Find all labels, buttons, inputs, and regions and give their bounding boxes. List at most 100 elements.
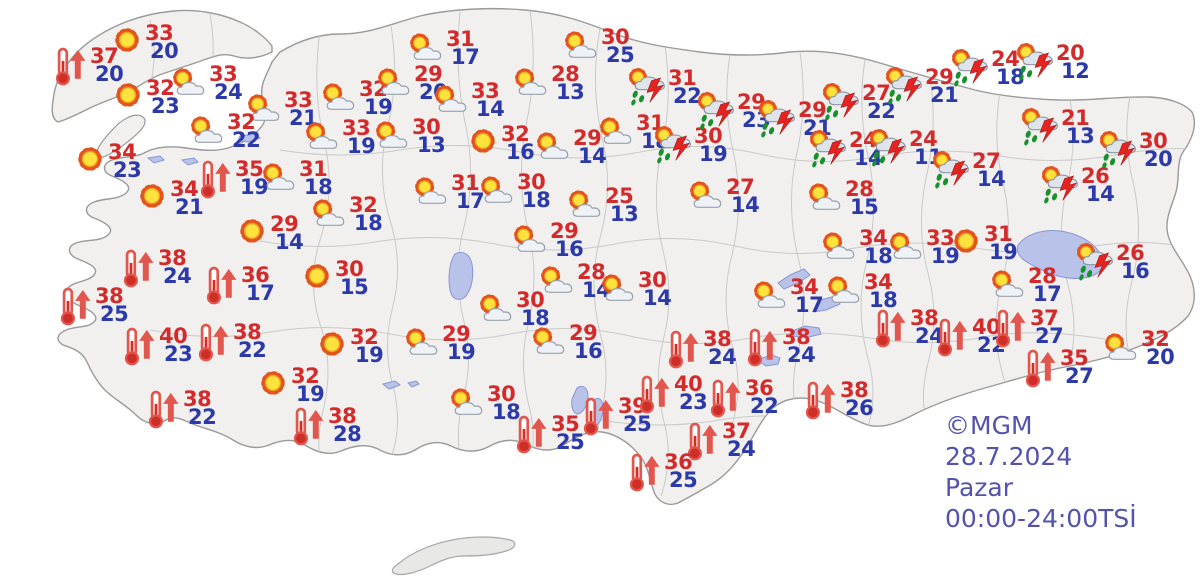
weather-station: 32 19 [257, 366, 325, 405]
temperature-values: 37 24 [722, 419, 756, 460]
low-temp: 25 [556, 430, 585, 454]
lake-beysehir [571, 385, 589, 415]
temperature-values: 40 23 [159, 326, 193, 365]
hot-rising-temperature-icon [746, 327, 780, 367]
partly-cloudy-icon [819, 230, 859, 263]
temperature-values: 26 14 [1081, 164, 1115, 205]
temperature-values: 32 23 [146, 78, 180, 117]
temperature-values: 32 19 [350, 327, 384, 366]
high-temp: 29 [270, 212, 299, 236]
low-temp: 16 [506, 140, 535, 164]
weather-station: 35 27 [1024, 348, 1094, 388]
weather-station: 27 14 [686, 177, 760, 216]
weather-station: 21 13 [1019, 106, 1095, 147]
temperature-values: 36 17 [241, 265, 275, 304]
high-temp: 31 [299, 157, 328, 181]
hot-rising-temperature-icon [874, 308, 908, 348]
temperature-values: 35 25 [551, 414, 585, 454]
temperature-values: 24 18 [991, 49, 1025, 88]
low-temp: 18 [869, 288, 898, 312]
weather-station: 33 21 [244, 90, 318, 129]
low-temp: 16 [555, 237, 584, 261]
weather-station: 34 18 [824, 272, 898, 312]
temperature-values: 35 27 [1060, 348, 1094, 387]
low-temp: 25 [623, 412, 652, 436]
weather-station: 34 17 [750, 277, 824, 316]
partly-cloudy-icon [533, 130, 573, 163]
weather-station: 29 14 [236, 212, 304, 253]
low-temp: 18 [492, 400, 521, 424]
weather-station: 38 24 [874, 308, 944, 348]
low-temp: 14 [977, 167, 1006, 191]
high-temp: 26 [1116, 241, 1145, 265]
weather-station: 34 21 [136, 179, 204, 218]
high-temp: 33 [471, 79, 500, 103]
high-temp: 35 [235, 157, 264, 181]
thunderstorm-icon [1074, 243, 1116, 281]
temperature-values: 36 25 [664, 452, 698, 492]
low-temp: 14 [578, 144, 607, 168]
low-temp: 22 [750, 394, 779, 418]
low-temp: 25 [669, 468, 698, 492]
low-temp: 19 [240, 175, 269, 199]
high-temp: 38 [328, 404, 357, 428]
low-temp: 24 [708, 345, 737, 369]
high-temp: 30 [694, 124, 723, 148]
temperature-values: 21 13 [1061, 106, 1095, 147]
high-temp: 21 [1061, 106, 1090, 130]
forecast-day: Pazar [945, 473, 1013, 502]
sunny-icon [316, 329, 348, 359]
partly-cloudy-icon [886, 230, 926, 263]
low-temp: 22 [188, 405, 217, 429]
low-temp: 22 [673, 84, 702, 108]
temperature-values: 30 19 [694, 124, 728, 165]
high-temp: 30 [487, 382, 516, 406]
partly-cloudy-icon [402, 326, 442, 359]
weather-station: 33 19 [302, 118, 376, 157]
lake-van [1016, 230, 1104, 279]
weather-station: 30 14 [598, 268, 672, 309]
high-temp: 30 [638, 268, 667, 292]
weather-station: 38 25 [59, 284, 129, 326]
high-temp: 33 [926, 226, 955, 250]
weather-station: 31 22 [626, 66, 702, 108]
forecast-date: 28.7.2024 [945, 442, 1073, 471]
high-temp: 38 [183, 387, 212, 411]
temperature-values: 27 14 [726, 177, 760, 216]
low-temp: 20 [95, 62, 124, 86]
temperature-values: 29 14 [573, 128, 607, 168]
temperature-values: 39 25 [618, 396, 652, 436]
sunny-icon [257, 368, 289, 398]
weather-station: 38 26 [804, 380, 874, 420]
weather-station: 28 15 [805, 179, 879, 219]
hot-rising-temperature-icon [667, 329, 701, 369]
partly-cloudy-icon [187, 114, 227, 147]
thunderstorm-icon [652, 126, 694, 164]
high-temp: 38 [95, 284, 124, 308]
sunny-icon [301, 261, 333, 291]
low-temp: 24 [163, 264, 192, 288]
partly-cloudy-icon [750, 279, 790, 312]
weather-station: 36 25 [628, 452, 698, 492]
high-temp: 26 [1081, 164, 1110, 188]
thunderstorm-icon [883, 67, 925, 105]
temperature-values: 33 21 [284, 90, 318, 129]
high-temp: 32 [1141, 327, 1170, 351]
high-temp: 31 [668, 66, 697, 90]
low-temp: 21 [930, 83, 959, 107]
attribution-text: ©MGM [945, 411, 1033, 440]
high-temp: 34 [859, 226, 888, 250]
low-temp: 19 [931, 244, 960, 268]
weather-station: 32 19 [316, 327, 384, 366]
temperature-values: 36 22 [745, 378, 779, 418]
high-temp: 37 [722, 419, 751, 443]
low-temp: 27 [1035, 324, 1064, 348]
low-temp: 15 [850, 195, 879, 219]
weather-station: 32 23 [112, 78, 180, 117]
high-temp: 40 [674, 372, 703, 396]
high-temp: 30 [1139, 129, 1168, 153]
thrace-landmass [51, 9, 273, 123]
temperature-values: 26 16 [1116, 241, 1150, 282]
temperature-values: 34 17 [790, 277, 824, 316]
high-temp: 31 [446, 27, 475, 51]
